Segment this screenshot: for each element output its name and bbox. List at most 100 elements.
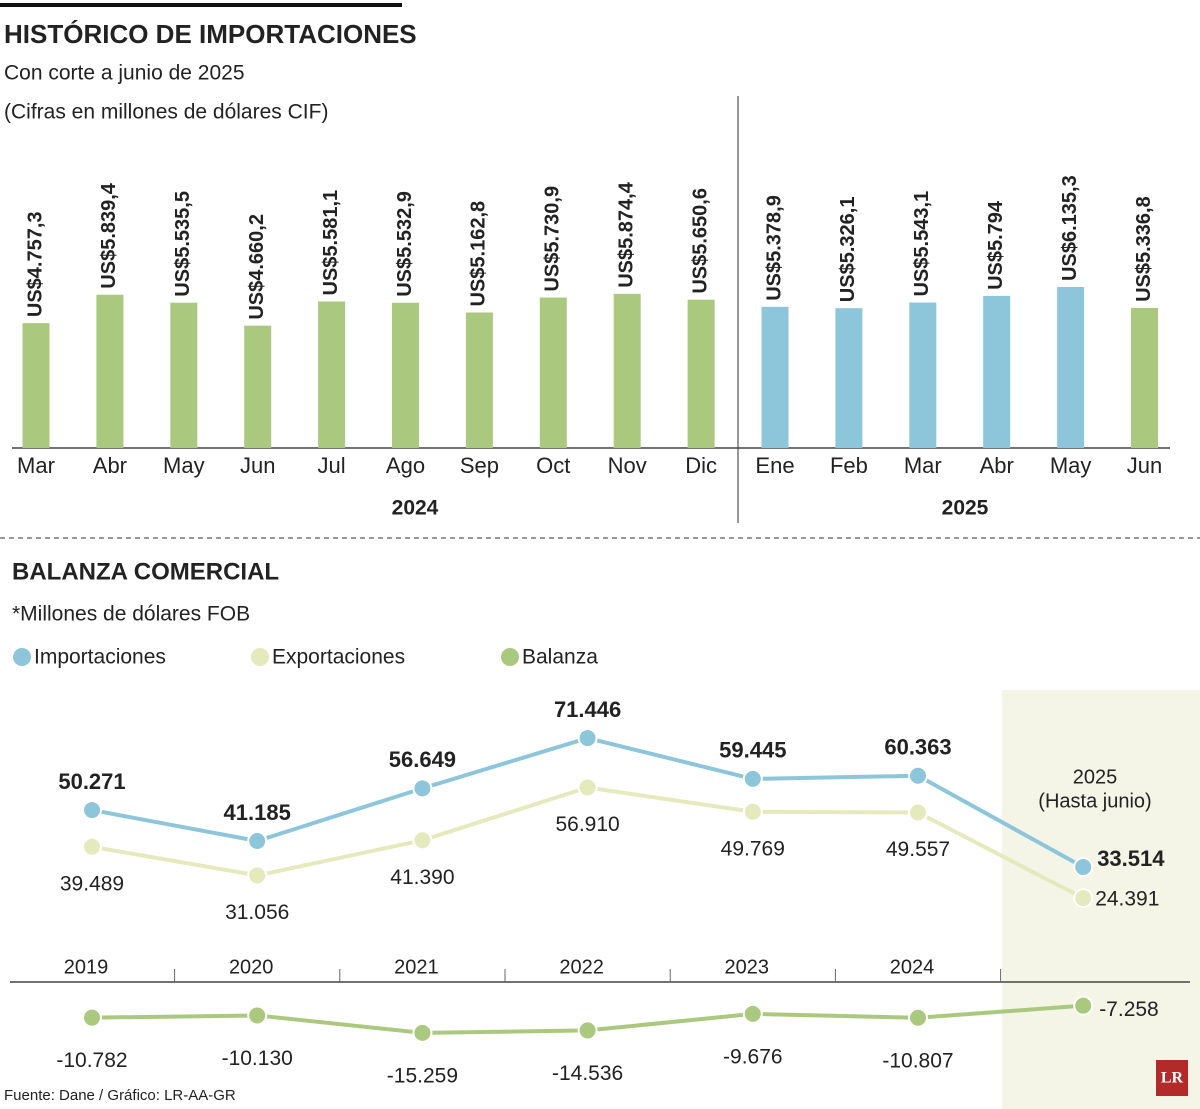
point (742, 768, 763, 789)
bar (909, 302, 937, 448)
x-tick-label: Mar (17, 453, 55, 478)
value-label: US$5.581,1 (320, 190, 342, 296)
value-label: US$5.874,4 (615, 181, 637, 288)
point (908, 802, 928, 823)
point (82, 1007, 102, 1028)
value-label: 56.649 (389, 747, 456, 772)
group-label: 2025 (942, 497, 989, 520)
bar (835, 308, 863, 448)
value-label: US$4.757,3 (24, 211, 46, 317)
legend-label: Importaciones (34, 646, 166, 669)
x-tick-label: 2019 (64, 956, 109, 978)
bar (22, 323, 50, 448)
value-label: -10.782 (56, 1049, 127, 1072)
x-tick-label: 2025 (1073, 766, 1118, 788)
x-tick-label: Abr (980, 453, 1014, 478)
point (577, 728, 598, 749)
value-label: -10.130 (222, 1047, 293, 1070)
value-label: 33.514 (1097, 846, 1165, 871)
value-label: US$6.135,3 (1059, 175, 1081, 281)
x-tick-label: May (163, 453, 205, 478)
value-label: 49.769 (721, 837, 785, 860)
bar (539, 297, 567, 448)
x-tick-label: Sep (460, 453, 499, 478)
point (247, 830, 268, 851)
x-tick-label: 2021 (394, 956, 439, 978)
value-label: 24.391 (1095, 888, 1159, 911)
value-label: US$5.794 (985, 200, 1007, 290)
value-label: US$5.378,9 (763, 195, 785, 301)
value-label: US$5.543,1 (911, 191, 933, 297)
bar (687, 299, 715, 448)
point (577, 1020, 598, 1041)
legend-swatch (251, 648, 269, 666)
value-label: 60.363 (884, 735, 951, 760)
value-label: US$5.730,9 (542, 186, 564, 292)
point (412, 830, 433, 851)
point (1073, 995, 1094, 1016)
value-label: 41.185 (224, 800, 291, 825)
point (908, 765, 928, 786)
value-label: 50.271 (58, 769, 125, 794)
x-tick-label: Jun (240, 453, 275, 478)
x-tick-label: 2023 (725, 956, 770, 978)
x-tick-label: May (1050, 453, 1092, 478)
legend-swatch (501, 648, 519, 666)
point (247, 865, 268, 886)
point (577, 777, 598, 798)
value-label: 41.390 (390, 866, 454, 889)
value-label: US$5.336,8 (1133, 196, 1155, 302)
x-tick-label: Nov (608, 453, 647, 478)
bar (392, 302, 419, 448)
source: Fuente: Dane / Gráfico: LR-AA-GR (4, 1087, 236, 1104)
bar (170, 302, 198, 448)
bar (983, 295, 1011, 448)
x-tick-label: Feb (830, 453, 868, 478)
bar (465, 312, 493, 448)
value-label: 49.557 (886, 838, 950, 861)
chart-note: (Cifras en millones de dólares CIF) (4, 101, 328, 124)
value-label: US$5.839,4 (98, 182, 120, 289)
legend-swatch (13, 648, 31, 666)
value-label: -9.676 (723, 1045, 783, 1068)
value-label: US$4.660,2 (246, 214, 268, 320)
value-label: US$5.162,8 (468, 201, 490, 307)
chart-subtitle: Con corte a junio de 2025 (4, 62, 245, 85)
chart-title: BALANZA COMERCIAL (12, 558, 279, 585)
point (1073, 857, 1094, 878)
value-label: US$5.650,6 (689, 188, 711, 294)
x-tick-label: Ago (386, 453, 425, 478)
x-tick-label: 2020 (229, 956, 274, 978)
bar (1131, 307, 1158, 448)
value-label: 59.445 (719, 738, 786, 763)
value-label: 31.056 (225, 901, 289, 924)
logo-box (1156, 1060, 1188, 1096)
chart-subtitle: *Millones de dólares FOB (12, 603, 250, 626)
point (412, 1022, 433, 1043)
x-tick-label: 2024 (890, 956, 935, 978)
legend-label: Exportaciones (272, 646, 405, 669)
value-label: -14.536 (552, 1062, 623, 1085)
value-label: -15.259 (387, 1064, 458, 1087)
x-tick-label: Abr (93, 453, 127, 478)
bar (613, 293, 641, 448)
value-label: 39.489 (60, 872, 124, 895)
x-tick-label: Mar (904, 453, 942, 478)
legend-label: Balanza (522, 646, 598, 669)
x-tick-label: 2022 (559, 956, 604, 978)
bar (761, 306, 789, 448)
point (908, 1007, 928, 1028)
bar (1057, 286, 1085, 448)
point (82, 836, 102, 857)
x-tick-label: Dic (685, 453, 717, 478)
highlight-band (1002, 690, 1200, 1109)
point (412, 778, 433, 799)
x-tick-label: Oct (536, 453, 570, 478)
group-label: 2024 (392, 497, 439, 520)
point (82, 800, 102, 821)
value-label: -10.807 (882, 1049, 953, 1072)
value-label: US$5.532,9 (394, 191, 416, 297)
bar (96, 294, 124, 448)
x-tick-label: Jul (318, 453, 346, 478)
